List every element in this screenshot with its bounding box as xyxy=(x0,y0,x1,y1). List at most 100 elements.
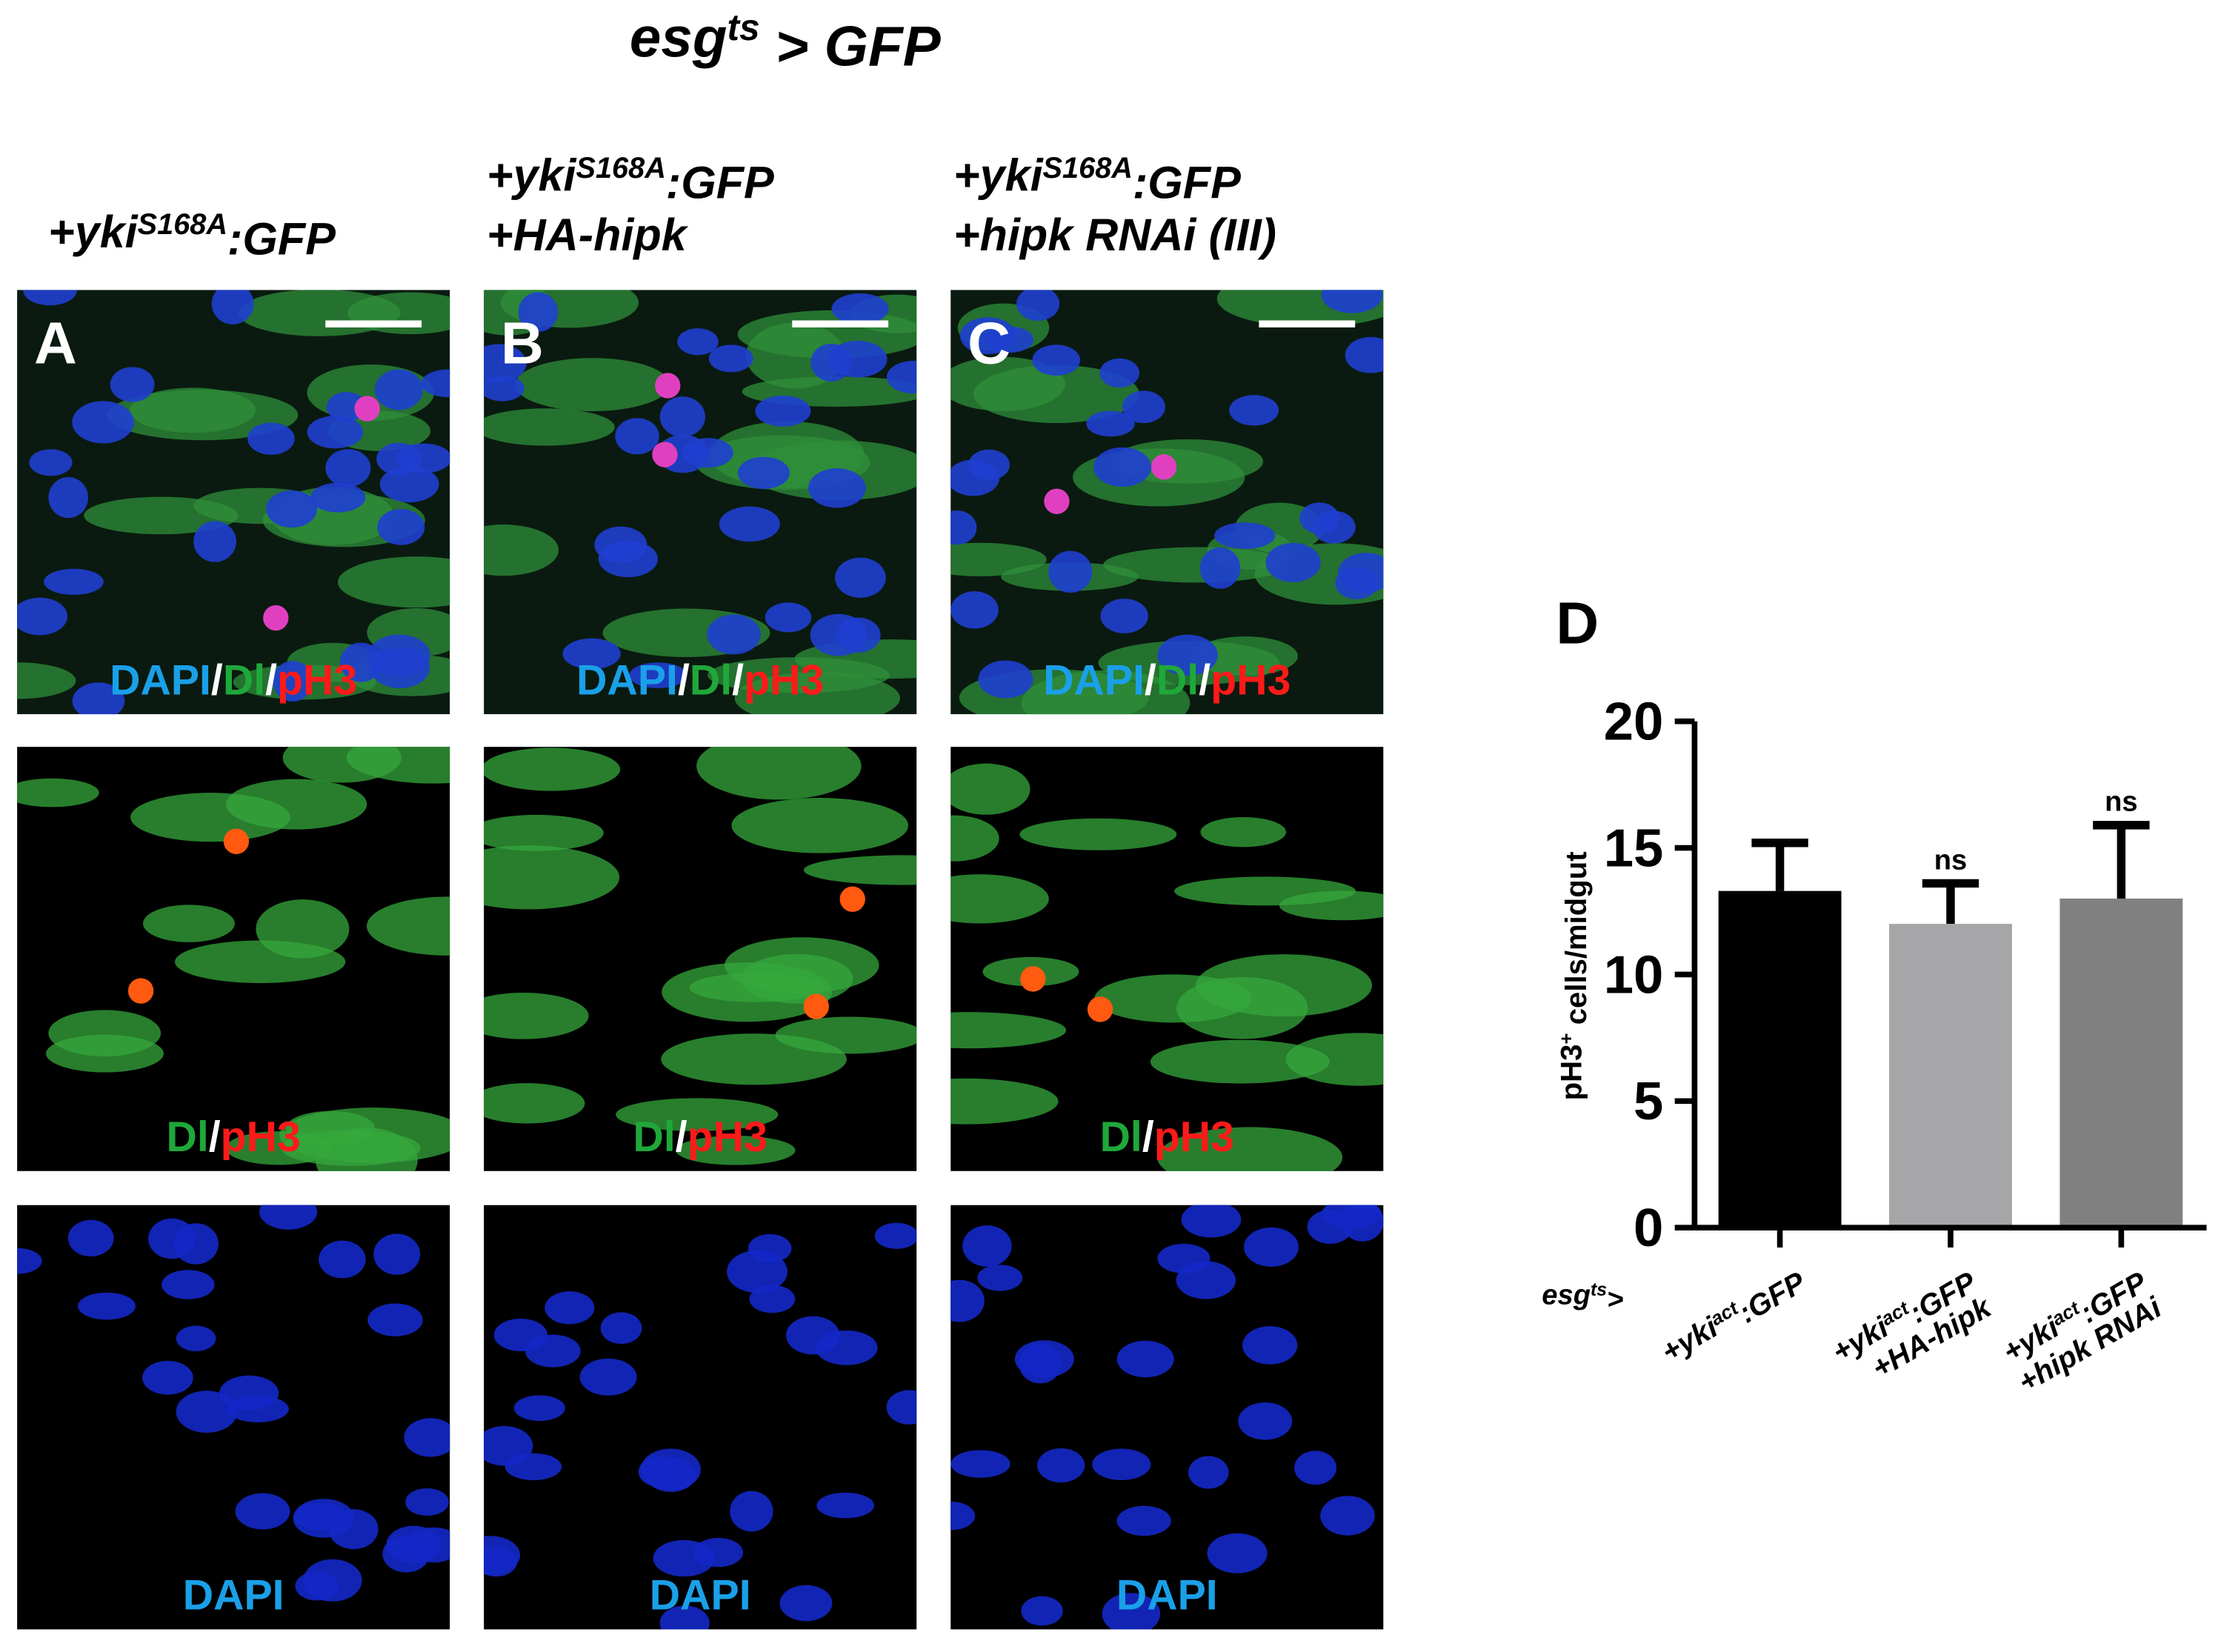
nucleus xyxy=(1238,1402,1293,1440)
nucleus xyxy=(1338,553,1384,593)
nucleus xyxy=(110,367,155,402)
nucleus xyxy=(950,1501,976,1531)
text-segment: cells/midgut xyxy=(1560,851,1593,1033)
nucleus xyxy=(1321,290,1383,313)
cell xyxy=(17,662,76,699)
cell xyxy=(484,1083,585,1124)
nucleus xyxy=(1294,1451,1337,1485)
nucleus xyxy=(600,1312,642,1345)
cell xyxy=(734,672,900,715)
nucleus xyxy=(886,1390,917,1425)
panel-label: D xyxy=(1556,590,1599,656)
nucleus xyxy=(816,1492,874,1519)
nucleus xyxy=(562,638,621,670)
cell xyxy=(48,1010,161,1056)
nucleus xyxy=(1116,1340,1174,1378)
micrograph-bg xyxy=(950,1205,1384,1630)
column-header: +hipk RNAi (III) xyxy=(953,210,1276,260)
text-segment: :GFP xyxy=(1734,1266,1811,1330)
nucleus xyxy=(779,1585,833,1622)
nucleus xyxy=(1265,542,1321,582)
superscript: ts xyxy=(1591,1280,1607,1300)
cell xyxy=(973,364,1139,424)
nucleus xyxy=(886,361,917,394)
nucleus xyxy=(294,1502,348,1531)
nucleus xyxy=(376,442,422,476)
nucleus xyxy=(677,328,719,356)
cell xyxy=(346,747,450,784)
nucleus xyxy=(67,1219,114,1256)
nucleus xyxy=(325,449,371,487)
nucleus xyxy=(693,1538,744,1568)
y-tick-label: 5 xyxy=(1633,1071,1663,1131)
bar xyxy=(1889,924,2012,1228)
panel-label: C xyxy=(968,310,1010,376)
cell xyxy=(1174,876,1356,906)
text-segment: Dl xyxy=(223,656,265,704)
nucleus xyxy=(48,476,88,519)
nucleus xyxy=(1102,1593,1161,1630)
text-segment: DAPI xyxy=(1116,1572,1218,1619)
nucleus xyxy=(176,1325,216,1352)
cell xyxy=(803,855,917,885)
text-segment: / xyxy=(209,1113,221,1161)
mitotic-cell xyxy=(803,993,829,1019)
text-segment: esg xyxy=(630,6,727,69)
nucleus xyxy=(1199,547,1241,589)
mitotic-cell xyxy=(223,828,250,854)
channel-label: DAPI/Dl/pH3 xyxy=(1043,656,1290,704)
cell xyxy=(950,1012,1067,1049)
text-segment: / xyxy=(1199,656,1210,704)
nucleus xyxy=(1244,1227,1299,1267)
text-segment: / xyxy=(676,1113,687,1161)
nucleus xyxy=(17,1248,42,1274)
nucleus xyxy=(1048,550,1093,593)
nucleus xyxy=(404,1418,450,1457)
nucleus xyxy=(707,614,761,655)
mitotic-cell xyxy=(1150,454,1177,480)
superscript: ts xyxy=(727,7,760,48)
panel-label: B xyxy=(501,310,544,376)
y-tick-label: 20 xyxy=(1604,692,1664,752)
micrograph xyxy=(950,747,1384,1171)
nucleus xyxy=(629,662,687,688)
nucleus xyxy=(1092,1448,1151,1480)
text-segment: Dl xyxy=(690,656,732,704)
cell xyxy=(1019,818,1177,850)
cell xyxy=(775,1016,917,1054)
cell xyxy=(142,905,235,942)
x-tick-label-group: +ykiact:GFP+HA-hipk xyxy=(1827,1266,1997,1385)
nucleus xyxy=(977,1265,1023,1291)
nucleus xyxy=(374,369,423,410)
x-tick-label-group: +ykiact:GFP xyxy=(1656,1266,1811,1369)
cell xyxy=(367,896,450,956)
text-segment: DAPI xyxy=(576,656,678,704)
channel-label: DAPI xyxy=(183,1572,284,1619)
channel-label: DAPI/Dl/pH3 xyxy=(576,656,824,704)
text-segment: pH3 xyxy=(277,656,357,704)
nucleus xyxy=(176,1390,238,1433)
nucleus xyxy=(659,396,706,437)
micrograph xyxy=(950,1205,1384,1630)
text-segment: / xyxy=(265,656,277,704)
cell xyxy=(316,1128,418,1171)
cell xyxy=(484,524,559,576)
text-segment: > GFP xyxy=(760,15,942,78)
micrograph xyxy=(484,747,917,1171)
cell xyxy=(347,292,450,335)
nucleus xyxy=(247,422,295,455)
nucleus xyxy=(373,1233,421,1275)
y-axis-label: pH3+ cells/midgut xyxy=(1555,851,1593,1100)
nucleus xyxy=(950,1279,985,1322)
nucleus xyxy=(1345,336,1384,373)
cell xyxy=(515,358,670,412)
channel-label: DAPI xyxy=(650,1572,751,1619)
figure-title: esgts > GFP xyxy=(630,6,942,78)
nucleus xyxy=(1229,395,1279,426)
nucleus xyxy=(161,1270,215,1299)
text-segment: DAPI xyxy=(110,656,211,704)
cell xyxy=(676,1135,796,1165)
cell xyxy=(696,747,862,800)
text-segment: pH3 xyxy=(687,1113,767,1161)
column-header: +ykiS168A:GFP xyxy=(953,150,1241,208)
